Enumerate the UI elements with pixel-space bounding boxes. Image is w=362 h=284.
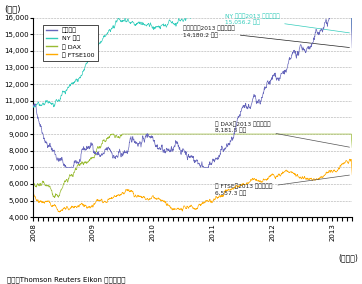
Text: NY ダウ　2013 年５月７日
15,056.2 ドル: NY ダウ 2013 年５月７日 15,056.2 ドル: [224, 13, 349, 33]
Text: (年月日): (年月日): [339, 253, 359, 262]
Text: 日経平均　2013 年５月７日
14,180.2 ドル: 日経平均 2013 年５月７日 14,180.2 ドル: [183, 26, 349, 47]
Text: (ドル): (ドル): [4, 5, 21, 14]
Legend: 日経平均, NY ダウ, 独 DAX, 英 FTSE100: 日経平均, NY ダウ, 独 DAX, 英 FTSE100: [43, 25, 98, 61]
Text: 英 FTSE　2013 年５月７日
6,557.3 ドル: 英 FTSE 2013 年５月７日 6,557.3 ドル: [215, 175, 349, 196]
Text: 資料：Thomson Reuters Eikon から作成。: 資料：Thomson Reuters Eikon から作成。: [7, 276, 126, 283]
Text: 独 DAX　2013 年５月７日
8,181.8 ドル: 独 DAX 2013 年５月７日 8,181.8 ドル: [215, 121, 349, 147]
